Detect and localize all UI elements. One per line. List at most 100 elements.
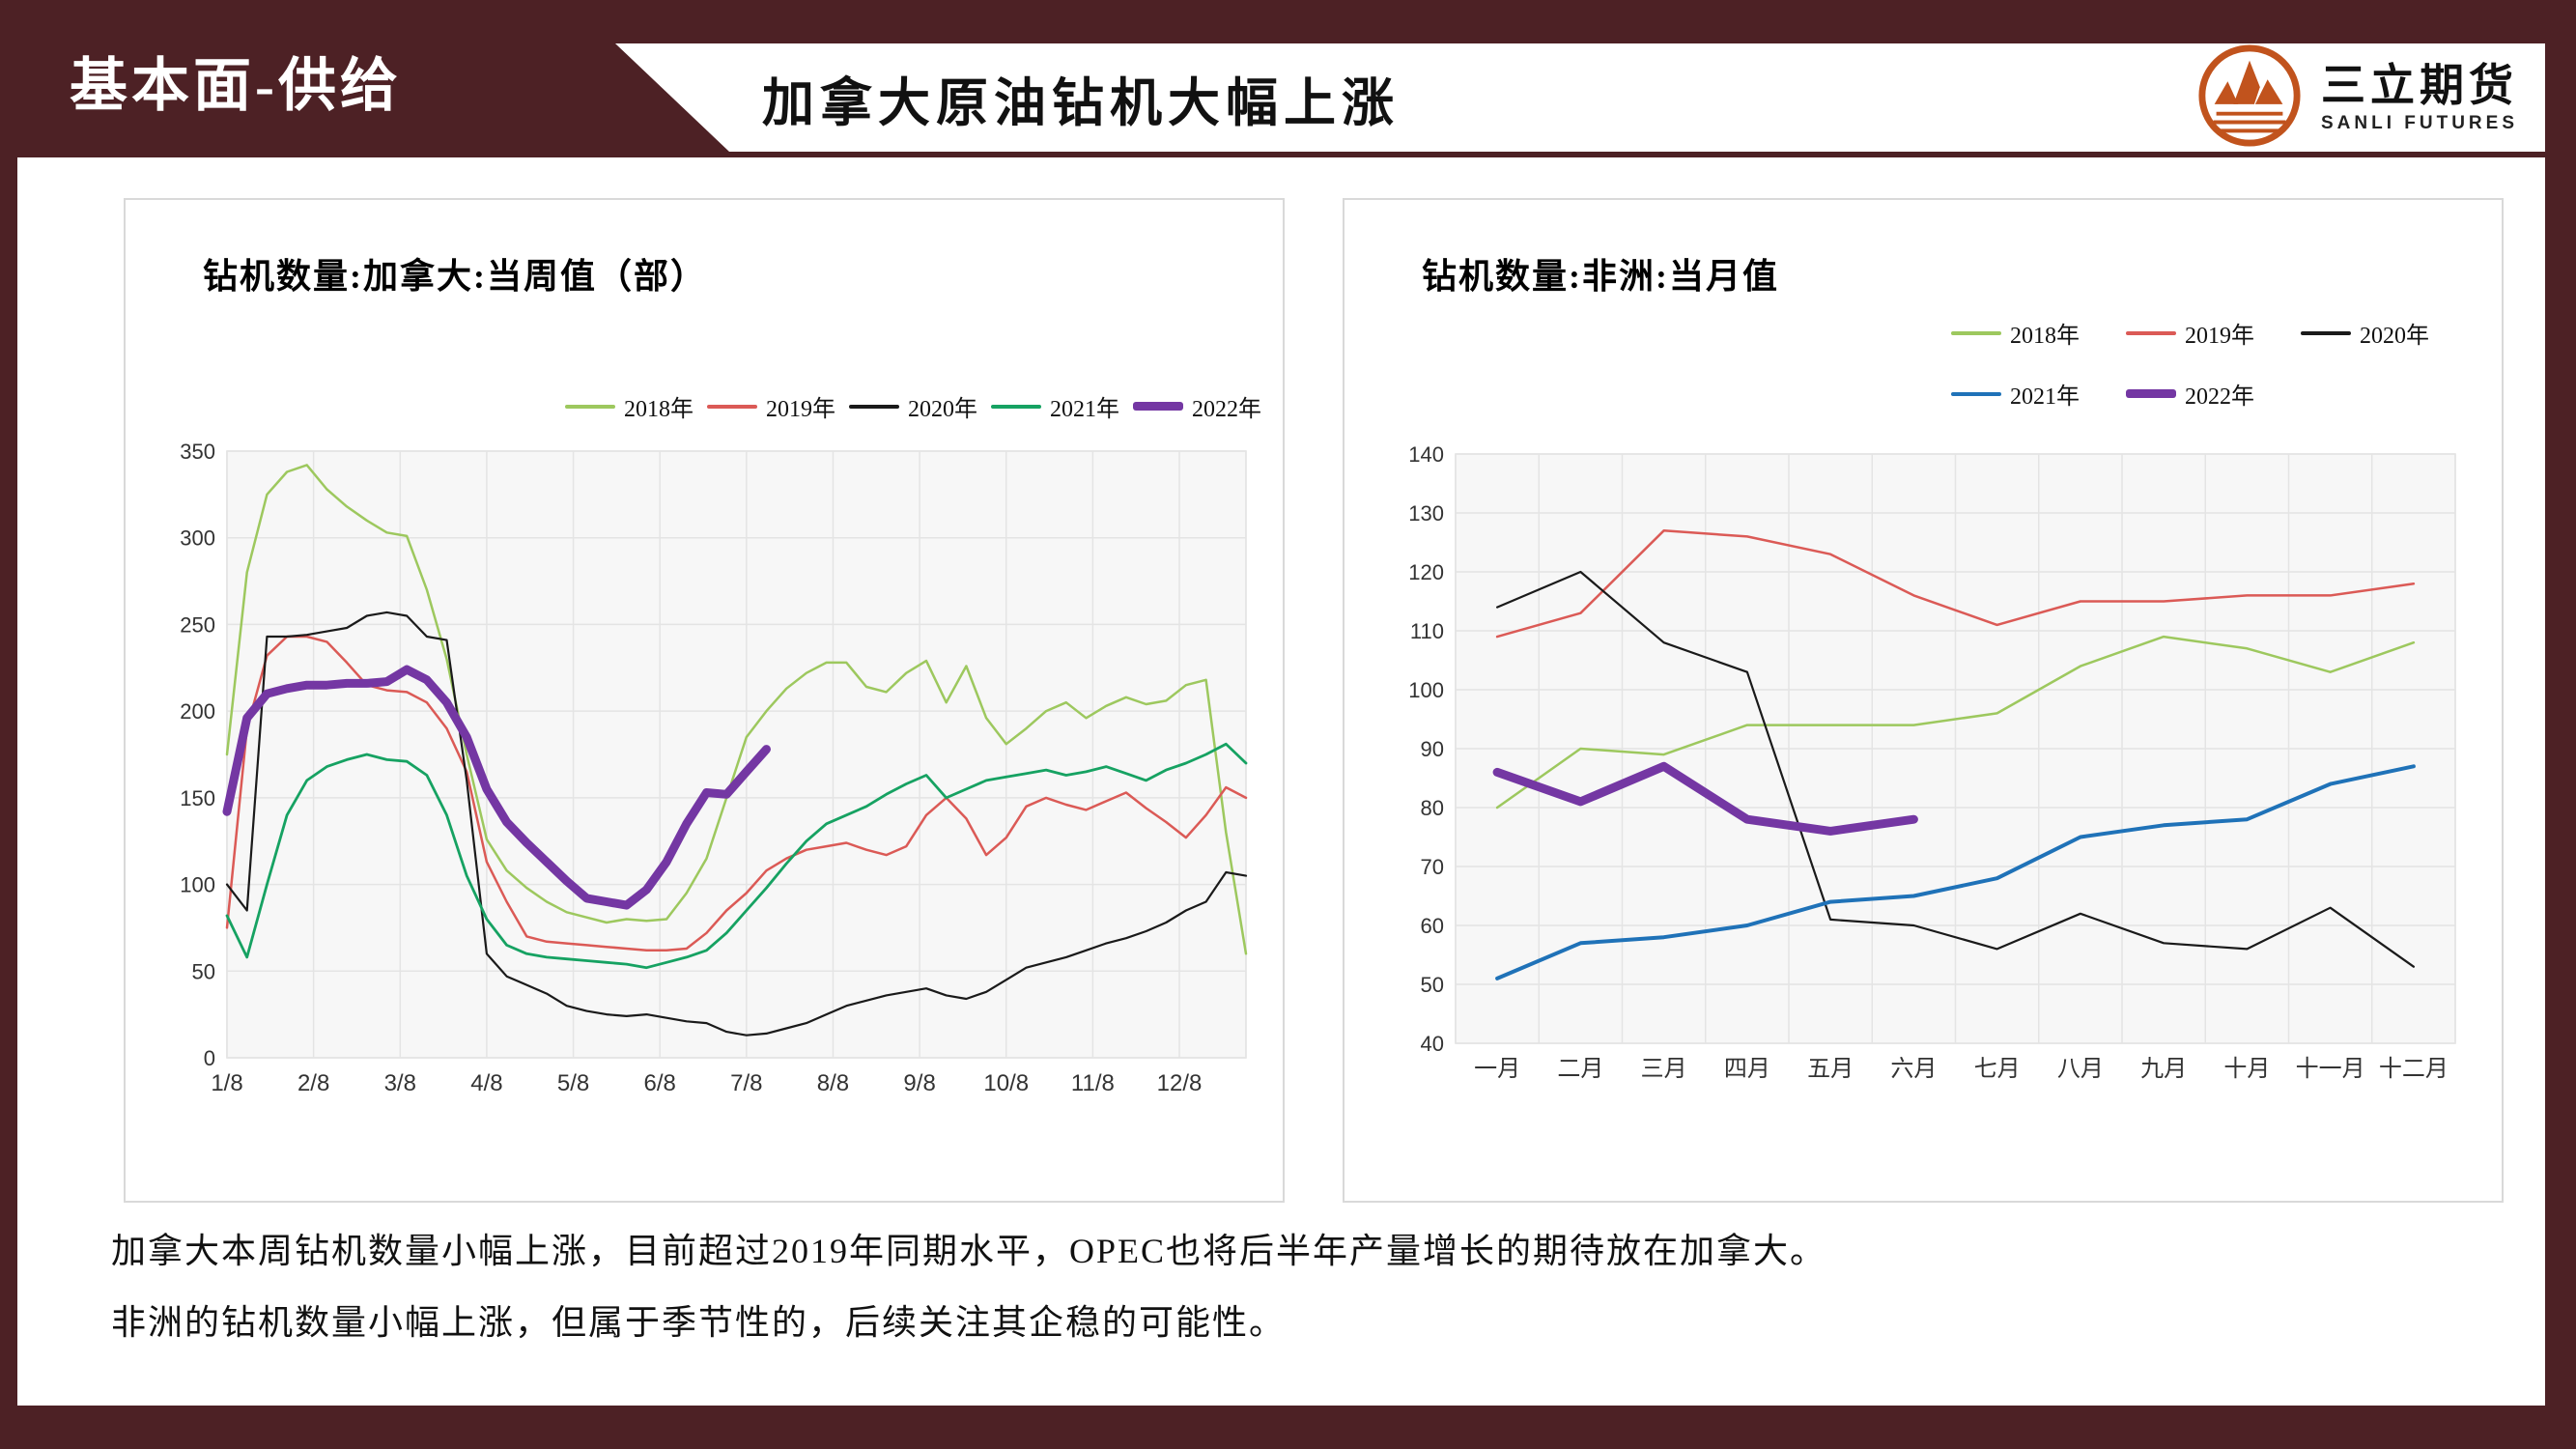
legend-label: 2021年 <box>1050 397 1119 422</box>
series-line-2022年 <box>222 665 771 910</box>
x-axis-tick-label: 3/8 <box>384 1070 416 1096</box>
legend-label: 2019年 <box>2185 324 2254 349</box>
legend-label: 2018年 <box>624 397 694 422</box>
commentary: 加拿大本周钻机数量小幅上涨，目前超过2019年同期水平，OPEC也将后半年产量增… <box>111 1215 1826 1358</box>
legend-item-2018年: 2018年 <box>1951 316 2080 350</box>
x-axis-tick-label: 三月 <box>1641 1056 1687 1082</box>
y-axis-tick-label: 40 <box>1421 1032 1444 1056</box>
x-axis-tick-label: 11/8 <box>1071 1070 1115 1096</box>
y-axis-tick-label: 80 <box>1421 796 1444 820</box>
legend-africa: 2018年 2019年 2020年 2021年 2022年 <box>1951 316 2429 411</box>
legend-item-2022年: 2022年 <box>2126 377 2254 411</box>
x-axis-tick-label: 6/8 <box>644 1070 676 1096</box>
y-axis-tick-label: 250 <box>180 612 215 637</box>
x-axis-tick-label: 一月 <box>1474 1056 1520 1082</box>
legend-canada: 2018年 2019年 2020年 2021年 2022年 <box>565 389 1261 423</box>
y-axis-tick-label: 350 <box>180 440 215 464</box>
legend-label: 2020年 <box>908 397 977 422</box>
legend-line-icon <box>2126 330 2176 335</box>
y-axis-tick-label: 50 <box>192 959 215 983</box>
x-axis-tick-label: 5/8 <box>557 1070 589 1096</box>
x-axis-tick-label: 十月 <box>2223 1056 2270 1082</box>
logo-name: 三立期货 <box>2321 59 2518 110</box>
page-title: 加拿大原油钻机大幅上涨 <box>762 73 1400 132</box>
series-line-2020年 <box>1496 570 2416 968</box>
company-logo: 三立期货 SANLI FUTURES <box>2195 43 2518 152</box>
legend-line-icon <box>1951 391 2001 396</box>
legend-line-icon <box>1951 330 2001 335</box>
x-axis-tick-label: 4/8 <box>470 1070 502 1096</box>
x-axis-tick-label: 7/8 <box>730 1070 762 1096</box>
y-axis-tick-label: 50 <box>1421 973 1444 997</box>
plot-background <box>226 450 1247 1059</box>
sanli-mountain-icon <box>2195 43 2304 152</box>
legend-label: 2021年 <box>2010 384 2080 410</box>
legend-label: 2020年 <box>2360 324 2429 349</box>
legend-line-icon <box>849 404 899 409</box>
chart-panel-africa: 钻机数量:非洲:当月值 2018年 2019年 2020年 2021年 2022年 40… <box>1343 198 2504 1203</box>
legend-item-2019年: 2019年 <box>707 389 835 423</box>
legend-item-2020年: 2020年 <box>849 389 977 423</box>
x-axis-tick-label: 2/8 <box>297 1070 329 1096</box>
legend-label: 2022年 <box>1192 397 1261 422</box>
legend-item-2021年: 2021年 <box>1951 377 2080 411</box>
series-line-2020年 <box>225 611 1248 1037</box>
content-area: 钻机数量:加拿大:当周值（部） 2018年 2019年 2020年 2021年 2022… <box>17 157 2545 1406</box>
y-axis-tick-label: 70 <box>1421 855 1444 879</box>
x-axis-tick-label: 七月 <box>1974 1056 2021 1082</box>
legend-item-2019年: 2019年 <box>2126 316 2254 350</box>
series-line-2021年 <box>225 742 1248 970</box>
legend-label: 2022年 <box>2185 384 2254 410</box>
legend-label: 2018年 <box>2010 324 2080 349</box>
y-axis-tick-label: 100 <box>180 873 215 897</box>
y-axis-tick-label: 300 <box>180 526 215 551</box>
chart-title-africa: 钻机数量:非洲:当月值 <box>1422 257 1779 296</box>
x-axis-tick-label: 四月 <box>1724 1056 1770 1082</box>
x-axis-tick-label: 六月 <box>1890 1056 1937 1082</box>
line-chart-canada: 0 50 100 150 200 250 300 350 1/8 2/8 3/8 4/8 5/8 6/8 7… <box>180 440 1248 1096</box>
x-axis-tick-label: 9/8 <box>903 1070 935 1096</box>
commentary-line-2: 非洲的钻机数量小幅上涨，但属于季节性的，后续关注其企稳的可能性。 <box>111 1303 1287 1342</box>
legend-line-icon <box>565 404 615 409</box>
y-axis-tick-label: 60 <box>1421 914 1444 938</box>
title-band: 加拿大原油钻机大幅上涨 三立期货 SANLI FUTURES <box>615 43 2545 152</box>
logo-subtitle: SANLI FUTURES <box>2321 113 2518 134</box>
legend-line-icon <box>707 404 757 409</box>
legend-line-icon <box>2301 330 2351 335</box>
series-line-2018年 <box>1495 635 2416 810</box>
chart-title-canada: 钻机数量:加拿大:当周值（部） <box>203 257 707 296</box>
y-axis-tick-label: 200 <box>180 699 215 724</box>
chart-panel-canada: 钻机数量:加拿大:当周值（部） 2018年 2019年 2020年 2021年 2022… <box>124 198 1285 1203</box>
x-axis-tick-label: 十一月 <box>2296 1056 2365 1082</box>
series-line-2019年 <box>225 635 1248 952</box>
y-axis-tick-label: 90 <box>1421 737 1444 761</box>
y-axis-tick-label: 110 <box>1410 619 1444 643</box>
x-axis-tick-label: 八月 <box>2057 1056 2104 1082</box>
x-axis-tick-label: 12/8 <box>1157 1070 1203 1096</box>
y-axis-tick-label: 100 <box>1408 678 1444 702</box>
y-axis-tick-label: 150 <box>180 786 215 810</box>
x-axis-tick-label: 五月 <box>1807 1056 1854 1082</box>
series-line-2021年 <box>1495 764 2416 980</box>
y-axis-tick-label: 120 <box>1408 560 1444 584</box>
commentary-line-1: 加拿大本周钻机数量小幅上涨，目前超过2019年同期水平，OPEC也将后半年产量增… <box>111 1232 1827 1270</box>
header-band: 基本面-供给 加拿大原油钻机大幅上涨 三立期货 <box>0 0 2576 157</box>
series-line-2022年 <box>1492 761 1918 836</box>
x-axis-tick-label: 二月 <box>1557 1056 1603 1082</box>
legend-line-icon <box>2126 389 2176 398</box>
section-label: 基本面-供给 <box>70 54 402 118</box>
series-line-2018年 <box>225 464 1248 955</box>
legend-item-2020年: 2020年 <box>2301 316 2429 350</box>
x-axis-tick-label: 10/8 <box>983 1070 1029 1096</box>
legend-line-icon <box>991 404 1041 409</box>
y-axis-tick-label: 0 <box>204 1046 215 1070</box>
x-axis-tick-label: 1/8 <box>211 1070 242 1096</box>
legend-line-icon <box>1133 402 1183 411</box>
logo-text-block: 三立期货 SANLI FUTURES <box>2321 62 2518 133</box>
legend-item-2021年: 2021年 <box>991 389 1119 423</box>
x-axis-tick-label: 8/8 <box>817 1070 849 1096</box>
line-chart-africa: 40 50 60 70 80 90 100 110 120 130 140 一月 二月 三月 四月 五月 六月 七… <box>1408 442 2456 1082</box>
x-axis-tick-label: 十二月 <box>2379 1056 2449 1082</box>
x-axis-tick-label: 九月 <box>2140 1056 2187 1082</box>
